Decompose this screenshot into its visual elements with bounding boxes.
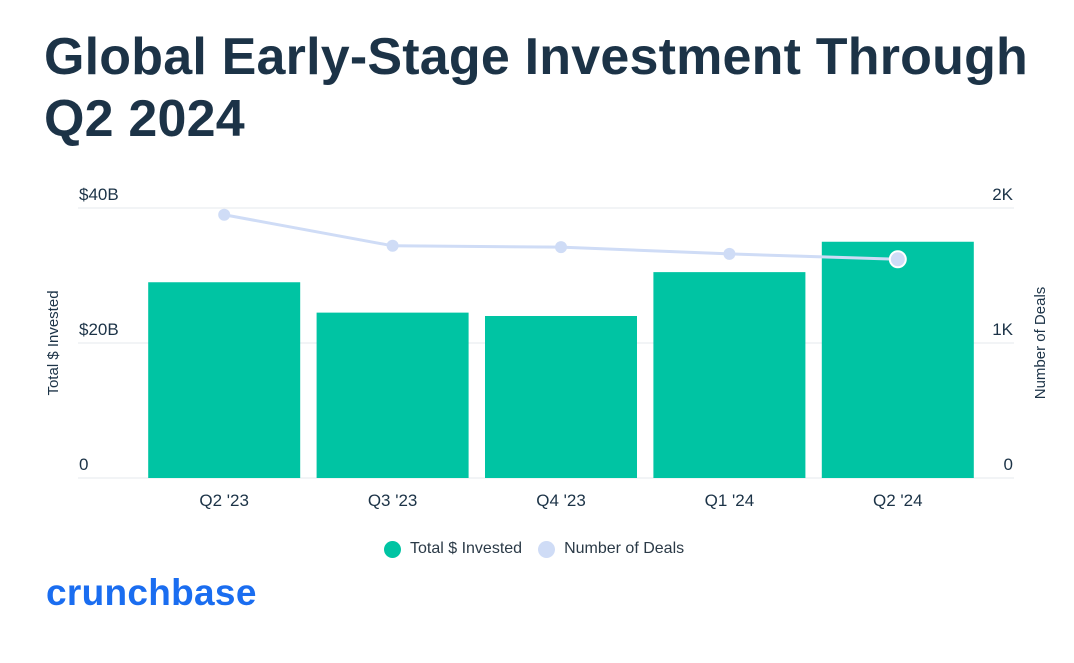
y-tick-label-right-0: 0 [1004, 455, 1013, 474]
legend-label-number-of-deals: Number of Deals [564, 540, 685, 557]
y-axis-title-right: Number of Deals [1032, 287, 1049, 400]
crunchbase-logo: crunchbase [46, 572, 257, 613]
y-tick-label-left-2: $40B [79, 185, 119, 204]
deals-point-0 [218, 208, 231, 221]
bar-2 [485, 316, 637, 478]
deals-point-4 [888, 250, 907, 269]
x-tick-label-2: Q4 '23 [536, 491, 586, 510]
y-axis-title-left: Total $ Invested [45, 290, 62, 395]
bar-4 [821, 241, 974, 478]
x-tick-label-3: Q1 '24 [705, 491, 755, 510]
y-tick-label-right-1: 1K [992, 320, 1013, 339]
x-tick-label-4: Q2 '24 [873, 491, 923, 510]
deals-point-1 [386, 239, 399, 252]
legend-swatch-bar [384, 540, 401, 558]
y-tick-label-left-1: $20B [79, 320, 119, 339]
x-tick-label-0: Q2 '23 [199, 491, 249, 510]
y-tick-label-right-2: 2K [992, 185, 1013, 204]
deals-point-3 [723, 247, 736, 260]
legend-label-total-invested: Total $ Invested [410, 540, 523, 557]
chart-title: Global Early-Stage Investment Through Q2… [44, 28, 1028, 148]
x-tick-label-1: Q3 '23 [368, 491, 418, 510]
y-tick-label-left-0: 0 [79, 455, 88, 474]
legend-swatch-line [538, 540, 556, 558]
legend-item-total-invested[interactable]: Total $ Invested [384, 540, 522, 558]
deals-point-2 [555, 241, 567, 254]
bar-0 [148, 282, 301, 478]
legend: Total $ Invested Number of Deals [384, 540, 700, 558]
bar-1 [316, 312, 469, 478]
legend-item-number-of-deals[interactable]: Number of Deals [538, 540, 684, 558]
bar-3 [653, 272, 806, 478]
